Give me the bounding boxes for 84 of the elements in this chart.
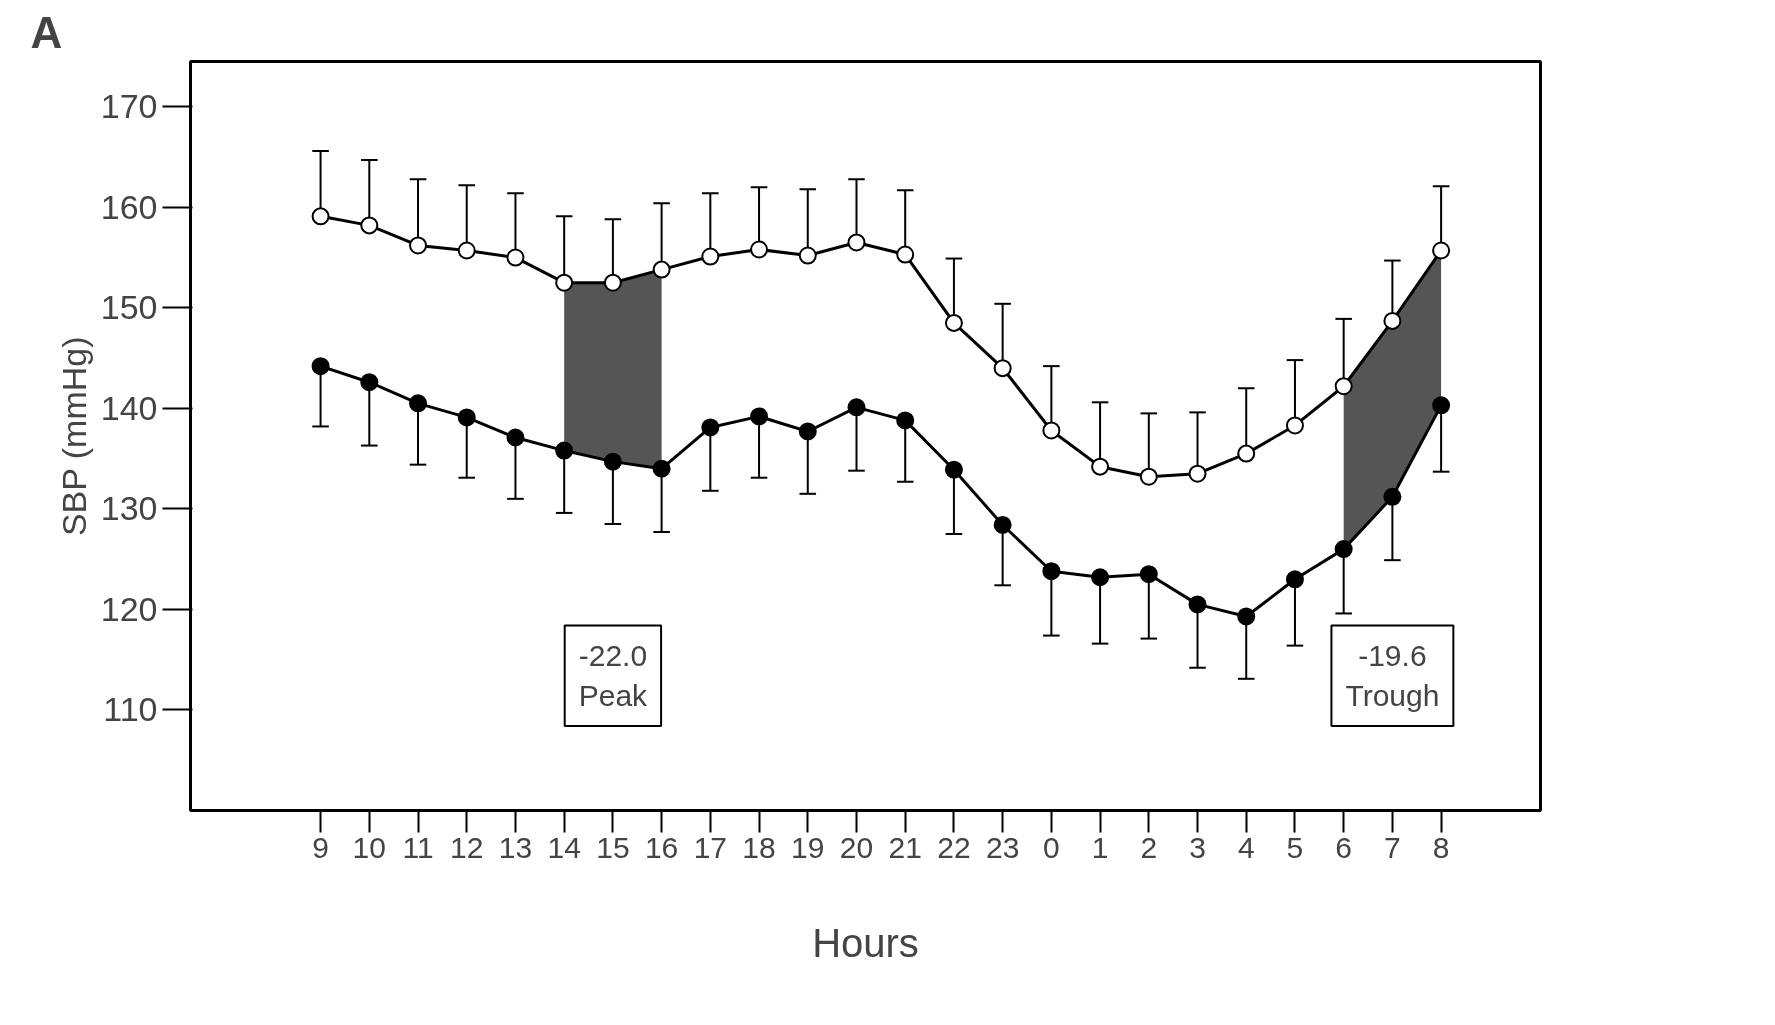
point <box>1432 241 1451 260</box>
point <box>896 245 915 264</box>
x-tick-label: 0 <box>1043 830 1060 864</box>
x-tick-label: 13 <box>498 830 533 864</box>
point <box>1091 457 1110 476</box>
y-tick-label: 110 <box>103 690 158 729</box>
point <box>896 411 915 430</box>
x-tick-label: 21 <box>888 830 922 864</box>
point <box>311 207 330 226</box>
point <box>555 441 574 460</box>
x-axis-title: Hours <box>812 920 919 965</box>
point <box>409 236 428 255</box>
x-tick-label: 23 <box>985 830 1020 864</box>
x-tick-label: 11 <box>402 830 434 864</box>
point <box>1042 562 1061 581</box>
point <box>457 408 476 427</box>
point <box>1188 595 1207 614</box>
x-tick-label: 10 <box>352 830 386 864</box>
point <box>798 246 817 265</box>
point <box>701 418 720 437</box>
x-tick-label: 19 <box>791 830 825 864</box>
point <box>1139 565 1158 584</box>
y-tick-label: 150 <box>100 288 158 327</box>
point <box>1285 570 1304 589</box>
point <box>1237 607 1256 626</box>
x-tick-label: 18 <box>742 830 776 864</box>
point <box>506 248 525 267</box>
y-tick-label: 170 <box>100 87 158 126</box>
x-tick-label: 7 <box>1384 830 1401 864</box>
point <box>750 407 769 426</box>
x-tick-label: 16 <box>644 830 679 864</box>
point <box>603 273 622 292</box>
point <box>652 260 671 279</box>
point <box>506 428 525 447</box>
x-tick-label: 17 <box>693 830 728 864</box>
point <box>360 216 379 235</box>
x-tick-label: 3 <box>1189 830 1206 864</box>
y-tick-label: 160 <box>100 187 158 226</box>
x-tick-label: 1 <box>1091 830 1109 864</box>
x-tick-label: 6 <box>1335 830 1353 864</box>
y-tick-label: 120 <box>100 589 158 628</box>
point <box>944 313 963 332</box>
x-tick-label: 12 <box>450 830 484 864</box>
point <box>993 515 1012 534</box>
point <box>1139 467 1158 486</box>
chart-title: A <box>30 7 63 57</box>
point <box>652 459 671 478</box>
y-tick-label: 130 <box>100 489 158 528</box>
point <box>1334 377 1353 396</box>
point <box>1334 540 1353 559</box>
point <box>603 452 622 471</box>
point <box>555 273 574 292</box>
point <box>847 233 866 252</box>
x-tick-label: 2 <box>1140 830 1158 864</box>
x-tick-label: 5 <box>1286 830 1304 864</box>
point <box>409 394 428 413</box>
point <box>847 398 866 417</box>
point <box>360 373 379 392</box>
point <box>1188 464 1207 483</box>
y-axis-title: SBP (mmHg) <box>54 336 93 537</box>
point <box>944 460 963 479</box>
point <box>750 240 769 259</box>
x-tick-label: 15 <box>596 830 630 864</box>
x-tick-label: 4 <box>1237 830 1255 864</box>
x-tick-label: 22 <box>937 830 971 864</box>
point <box>993 359 1012 378</box>
point <box>1383 311 1402 330</box>
x-tick-label: 14 <box>547 830 581 864</box>
y-tick-label: 140 <box>100 388 158 427</box>
point <box>1383 487 1402 506</box>
annotation: -19.6 Trough <box>1345 639 1440 712</box>
x-tick-label: 20 <box>839 830 874 864</box>
point <box>457 241 476 260</box>
point <box>701 247 720 266</box>
x-tick-label: 9 <box>312 830 329 864</box>
point <box>1042 421 1061 440</box>
point <box>1091 568 1110 587</box>
point <box>1432 396 1451 415</box>
point <box>1237 444 1256 463</box>
x-tick-label: 8 <box>1432 830 1450 864</box>
point <box>798 422 817 441</box>
point <box>311 357 330 376</box>
annotation: -22.0 Peak <box>578 639 649 712</box>
point <box>1285 416 1304 435</box>
